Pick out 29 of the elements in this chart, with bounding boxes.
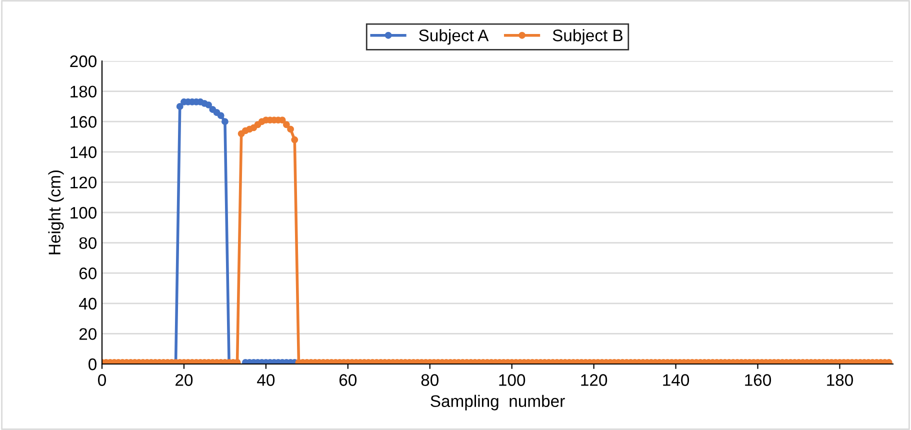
x-tick-label: 60 bbox=[339, 374, 357, 386]
y-axis-title: Height (cm) bbox=[48, 170, 64, 254]
legend-label: Subject B bbox=[552, 29, 622, 45]
y-tick-label: 180 bbox=[70, 86, 96, 98]
y-tick-label: 140 bbox=[70, 146, 96, 158]
x-tick-label: 0 bbox=[98, 374, 106, 386]
x-tick-label: 80 bbox=[421, 374, 438, 386]
y-tick-label: 200 bbox=[70, 55, 96, 68]
y-tick-label: 160 bbox=[70, 116, 96, 128]
y-tick-label: 40 bbox=[78, 298, 96, 310]
x-tick-label: 120 bbox=[581, 374, 608, 386]
point bbox=[221, 118, 228, 126]
point bbox=[176, 102, 184, 110]
x-tick-label: 180 bbox=[827, 374, 853, 386]
y-tick-label: 100 bbox=[70, 206, 96, 219]
point bbox=[205, 101, 212, 108]
x-tick-label: 140 bbox=[663, 374, 690, 386]
x-axis-title: Sampling number bbox=[430, 394, 565, 410]
x-tick-label: 100 bbox=[499, 374, 526, 386]
point bbox=[217, 112, 224, 120]
y-tick-label: 20 bbox=[79, 328, 96, 340]
y-tick-label: 60 bbox=[79, 268, 96, 280]
x-tick-label: 40 bbox=[257, 374, 275, 386]
y-tick-label: 80 bbox=[79, 237, 96, 250]
legend-label: Subject A bbox=[419, 29, 489, 45]
y-tick-label: 0 bbox=[88, 358, 96, 370]
x-tick-label: 160 bbox=[745, 374, 772, 386]
y-tick-label: 120 bbox=[70, 176, 96, 188]
x-tick-label: 20 bbox=[176, 374, 193, 386]
